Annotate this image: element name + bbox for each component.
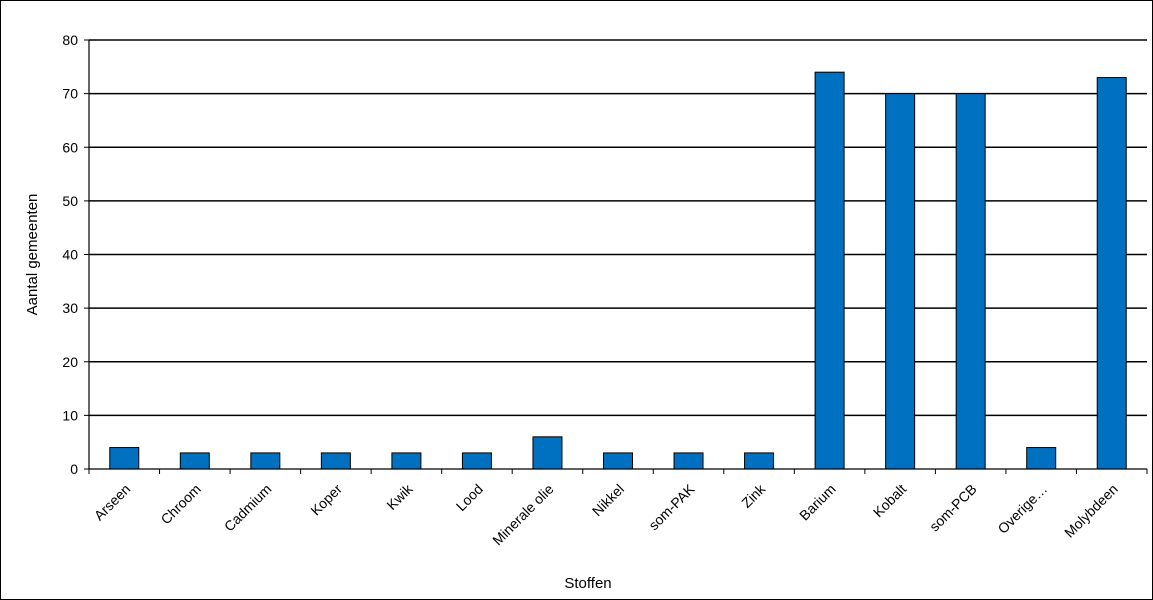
- bar: [461, 452, 492, 470]
- x-tick-label: Chroom: [157, 481, 204, 528]
- y-tick-label: 40: [62, 247, 78, 263]
- bar: [885, 93, 916, 470]
- y-tick-label: 30: [62, 300, 78, 316]
- x-tick-label: Cadmium: [221, 481, 275, 535]
- bar: [1096, 77, 1127, 470]
- bar: [532, 436, 563, 470]
- x-tick-label: som-PAK: [645, 480, 698, 533]
- x-tick-label: Kwik: [383, 480, 416, 513]
- gridlines: [84, 39, 1148, 474]
- bar: [673, 452, 704, 470]
- axes: [88, 40, 1147, 470]
- x-tick-label: som-PCB: [926, 481, 980, 535]
- y-tick-labels: 0 10 20 30 40 50 60 70 80: [62, 32, 78, 477]
- bar: [603, 452, 633, 470]
- bar: [1026, 447, 1057, 470]
- y-tick-label: 80: [62, 32, 78, 48]
- y-tick-label: 70: [62, 86, 78, 102]
- bar: [391, 452, 422, 470]
- y-axis-title: Aantal gemeenten: [24, 194, 41, 316]
- bar: [109, 447, 140, 470]
- bar: [320, 452, 351, 470]
- x-tick-label: Overige…: [994, 481, 1050, 537]
- x-tick-label: Koper: [307, 481, 345, 519]
- y-tick-label: 0: [70, 461, 78, 477]
- y-tick-label: 60: [62, 139, 78, 155]
- x-tick-label: Nikkel: [589, 481, 627, 519]
- y-tick-label: 20: [62, 354, 78, 370]
- bar: [250, 452, 281, 470]
- x-tick-label: Arseen: [91, 481, 134, 524]
- x-axis-title: Stoffen: [564, 575, 611, 592]
- x-tick-label: Molybdeen: [1061, 481, 1121, 541]
- bar: [179, 452, 210, 470]
- bar: [955, 93, 986, 470]
- x-tick-label: Zink: [738, 480, 769, 511]
- x-tick-label: Kobalt: [870, 481, 909, 520]
- bar: [814, 71, 845, 470]
- y-tick-label: 10: [62, 407, 78, 423]
- bar: [744, 452, 775, 470]
- y-tick-label: 50: [62, 193, 78, 209]
- x-tick-label: Minerale olie: [489, 481, 557, 549]
- x-tick-label: Lood: [453, 481, 486, 514]
- bars: [109, 71, 1127, 470]
- x-tick-labels: Arseen Chroom Cadmium Koper Kwik Lood Minerale…: [91, 480, 1121, 548]
- x-tick-label: Barium: [796, 481, 839, 524]
